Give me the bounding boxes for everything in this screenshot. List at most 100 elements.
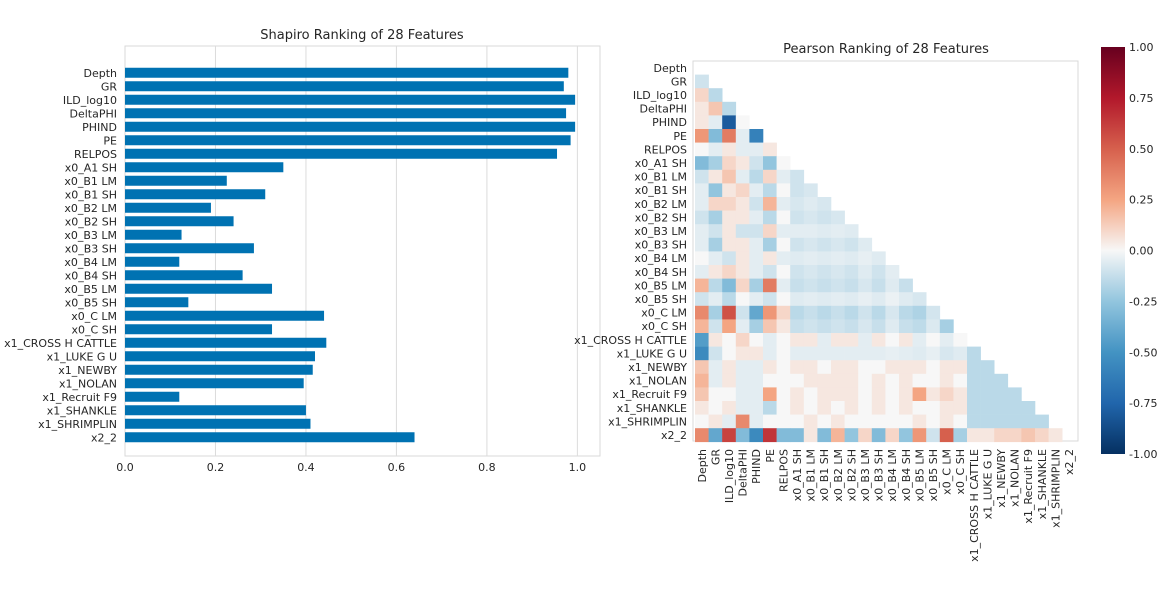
pearson-cell [708, 414, 723, 429]
pearson-cell [899, 373, 913, 388]
pearson-cell [749, 292, 764, 307]
shapiro-y-tick-label: Depth [83, 67, 117, 80]
pearson-cell [722, 129, 737, 143]
pearson-cell [749, 414, 764, 429]
pearson-cell [858, 401, 873, 415]
pearson-cell [899, 428, 913, 443]
pearson-cell [831, 414, 845, 429]
colorbar-tick-label: 1.00 [1129, 41, 1154, 54]
pearson-cell [722, 156, 737, 171]
shapiro-bar [125, 135, 571, 146]
pearson-cell [708, 101, 723, 116]
pearson-cell [953, 346, 968, 361]
pearson-cell [858, 292, 873, 307]
shapiro-y-tick-label: x0_B5 LM [64, 283, 117, 296]
pearson-cell [776, 428, 791, 443]
pearson-cell [953, 333, 968, 347]
shapiro-bar [125, 81, 564, 92]
pearson-cell [844, 387, 859, 402]
shapiro-bar [125, 310, 325, 321]
pearson-cell [885, 333, 900, 347]
pearson-cell [790, 319, 805, 334]
shapiro-bar [125, 364, 313, 375]
pearson-cell [803, 401, 818, 415]
colorbar-tick-label: -0.25 [1129, 295, 1157, 308]
pearson-cell [912, 305, 927, 320]
shapiro-y-tick-label: x1_NOLAN [59, 377, 117, 390]
pearson-cell [926, 305, 941, 320]
pearson-cell [790, 414, 805, 429]
pearson-x-tick-label: x1_LUKE G U [981, 449, 994, 519]
pearson-y-tick-label: x1_NOLAN [629, 375, 687, 388]
shapiro-bar [125, 94, 576, 105]
pearson-y-tick-label: x0_B3 LM [634, 225, 687, 238]
pearson-cell [803, 278, 818, 293]
pearson-cell [871, 428, 886, 443]
pearson-cell [695, 305, 709, 320]
pearson-cell [939, 373, 954, 388]
shapiro-bar [125, 378, 304, 389]
pearson-cell [858, 387, 873, 402]
shapiro-title: Shapiro Ranking of 28 Features [260, 28, 464, 43]
pearson-cell [708, 142, 723, 157]
colorbar-tick-label: 0.25 [1129, 194, 1154, 207]
pearson-cell [708, 88, 723, 103]
pearson-cell [953, 414, 968, 429]
pearson-cell [844, 360, 859, 375]
pearson-cell [1035, 428, 1049, 443]
pearson-cell [776, 333, 791, 347]
pearson-x-tick-label: x1_SHRIMPLIN [1049, 449, 1062, 528]
pearson-x-tick-label: x0_C LM [941, 449, 954, 495]
pearson-cell [735, 387, 750, 402]
pearson-cell [763, 142, 777, 157]
pearson-cell [708, 265, 723, 279]
pearson-cell [695, 360, 709, 375]
pearson-cell [695, 414, 709, 429]
shapiro-bar [125, 216, 234, 227]
pearson-cell [722, 373, 737, 388]
shapiro-bar [125, 283, 273, 294]
pearson-cell [844, 292, 859, 307]
pearson-cell [790, 237, 805, 252]
pearson-cell [695, 197, 709, 211]
pearson-cell [735, 197, 750, 211]
pearson-cell [735, 115, 750, 130]
pearson-cell [695, 237, 709, 252]
pearson-x-tick-label: x0_A1 SH [791, 449, 804, 501]
pearson-cell [858, 319, 873, 334]
pearson-y-tick-label: RELPOS [644, 143, 687, 156]
pearson-y-tick-label: x0_B1 SH [635, 184, 687, 197]
pearson-cell [994, 373, 1009, 388]
shapiro-bar [125, 391, 180, 402]
pearson-cell [722, 278, 737, 293]
pearson-cell [926, 414, 941, 429]
colorbar-gradient [1101, 47, 1125, 454]
pearson-cell [831, 224, 845, 239]
pearson-cell [1021, 414, 1036, 429]
pearson-x-tick-label: x0_B4 LM [886, 449, 899, 502]
pearson-x-tick-label: x0_B1 LM [805, 449, 818, 502]
pearson-cell [708, 428, 723, 443]
shapiro-y-tick-label: x0_B3 SH [65, 242, 117, 255]
pearson-cell [831, 305, 845, 320]
pearson-cell [885, 292, 900, 307]
pearson-cell [926, 319, 941, 334]
pearson-cell [803, 387, 818, 402]
colorbar-tick-label: 0.75 [1129, 92, 1154, 105]
pearson-cell [708, 305, 723, 320]
pearson-cell [912, 414, 927, 429]
pearson-cell [858, 360, 873, 375]
pearson-cell [1007, 387, 1022, 402]
pearson-cell [695, 401, 709, 415]
pearson-cell [735, 169, 750, 184]
colorbar-tick-labels: 1.00 0.75 0.50 0.25 0.00 -0.25 -0.50 -0.75 -1.00 [1129, 41, 1157, 461]
pearson-cell [722, 101, 737, 116]
pearson-x-tick-label: x0_B3 SH [873, 449, 886, 501]
pearson-cell [803, 319, 818, 334]
pearson-cell [967, 346, 981, 361]
pearson-cell [776, 210, 791, 225]
pearson-cell [735, 183, 750, 198]
pearson-cell [749, 142, 764, 157]
pearson-cell [912, 401, 927, 415]
colorbar-tick-label: -0.50 [1129, 346, 1157, 359]
